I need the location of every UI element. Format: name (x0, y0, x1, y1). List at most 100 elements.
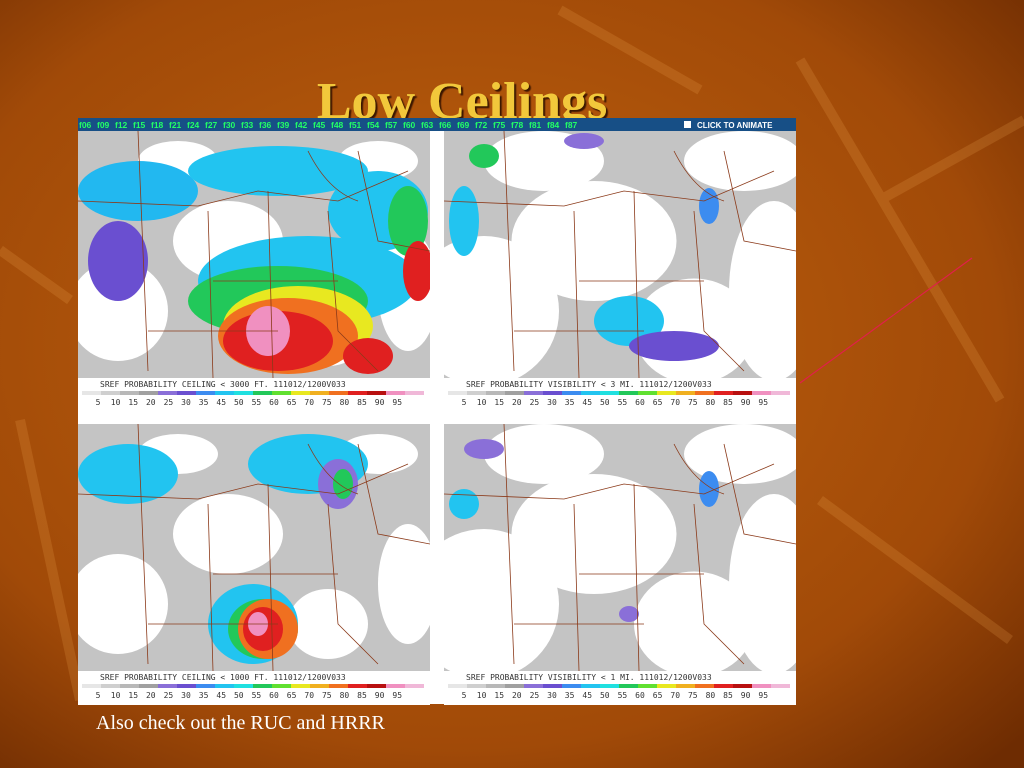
legend-swatch (177, 391, 196, 395)
legend-swatch (101, 391, 120, 395)
legend-swatch (139, 684, 158, 688)
legend-swatch (234, 391, 253, 395)
probability-area (78, 161, 198, 221)
forecast-hour[interactable]: f36 (259, 120, 272, 130)
forecast-hour[interactable]: f12 (115, 120, 128, 130)
legend-label: 35 (565, 691, 575, 700)
forecast-hour[interactable]: f81 (529, 120, 542, 130)
legend-label: 85 (357, 691, 367, 700)
clear-area (288, 589, 368, 659)
clear-area (684, 424, 796, 484)
forecast-hour[interactable]: f06 (79, 120, 92, 130)
panel-caption: SREF PROBABILITY VISIBILITY < 3 MI. 1110… (466, 380, 712, 389)
legend-label: 25 (164, 398, 174, 407)
legend-swatch (505, 684, 524, 688)
forecast-hour[interactable]: f48 (331, 120, 344, 130)
legend-swatch (215, 391, 234, 395)
legend-swatch (562, 391, 581, 395)
legend-swatch (253, 391, 272, 395)
animate-checkbox[interactable] (684, 121, 691, 128)
forecast-hour[interactable]: f27 (205, 120, 218, 130)
forecast-hour[interactable]: f24 (187, 120, 200, 130)
legend-swatch (676, 684, 695, 688)
legend-label: 5 (462, 398, 467, 407)
legend-swatch (600, 391, 619, 395)
legend-label: 65 (653, 398, 663, 407)
panel-caption: SREF PROBABILITY CEILING < 1000 FT. 1110… (100, 673, 346, 682)
legend-swatch (771, 684, 790, 688)
legend-swatch (638, 391, 657, 395)
forecast-hour[interactable]: f60 (403, 120, 416, 130)
forecast-hour[interactable]: f63 (421, 120, 434, 130)
animate-label[interactable]: CLICK TO ANIMATE (697, 121, 773, 130)
probability-area (88, 221, 148, 301)
legend-swatch (676, 391, 695, 395)
legend-label: 65 (653, 691, 663, 700)
legend-label: 15 (494, 398, 504, 407)
legend-swatch (215, 684, 234, 688)
legend-label: 50 (234, 691, 244, 700)
legend-swatch (733, 684, 752, 688)
map-panel: SREF PROBABILITY CEILING < 3000 FT. 1110… (78, 131, 430, 412)
forecast-hour[interactable]: f84 (547, 120, 560, 130)
legend-swatch (581, 391, 600, 395)
forecast-hour[interactable]: f39 (277, 120, 290, 130)
forecast-hour[interactable]: f75 (493, 120, 506, 130)
forecast-hour[interactable]: f15 (133, 120, 146, 130)
legend-swatch (448, 391, 467, 395)
legend-label: 20 (146, 398, 156, 407)
legend-label: 95 (758, 398, 768, 407)
legend-label: 60 (269, 398, 279, 407)
forecast-hour[interactable]: f54 (367, 120, 380, 130)
forecast-hour[interactable]: f78 (511, 120, 524, 130)
legend-swatch (82, 391, 101, 395)
legend-swatch (272, 684, 291, 688)
decor (0, 5, 1024, 702)
clear-area (78, 554, 168, 654)
probability-area (333, 469, 353, 499)
forecast-hour[interactable]: f66 (439, 120, 452, 130)
legend-label: 55 (618, 691, 628, 700)
forecast-hour[interactable]: f42 (295, 120, 308, 130)
forecast-hour[interactable]: f33 (241, 120, 254, 130)
legend-swatch (139, 391, 158, 395)
clear-area (378, 524, 430, 644)
legend-swatch (291, 391, 310, 395)
forecast-hour[interactable]: f09 (97, 120, 110, 130)
forecast-hour[interactable]: f21 (169, 120, 182, 130)
legend-label: 35 (199, 398, 209, 407)
forecast-hour[interactable]: f69 (457, 120, 470, 130)
legend-swatch (695, 391, 714, 395)
panel-caption: SREF PROBABILITY VISIBILITY < 1 MI. 1110… (466, 673, 712, 682)
forecast-hour[interactable]: f45 (313, 120, 326, 130)
legend-swatch (467, 391, 486, 395)
legend-swatch (657, 684, 676, 688)
legend-swatch (234, 684, 253, 688)
forecast-hour[interactable]: f87 (565, 120, 578, 130)
map-panel: SREF PROBABILITY VISIBILITY < 3 MI. 1110… (444, 131, 796, 412)
legend-swatch (120, 684, 139, 688)
forecast-hour[interactable]: f51 (349, 120, 362, 130)
legend-label: 10 (477, 691, 487, 700)
legend-swatch (486, 684, 505, 688)
forecast-hour[interactable]: f72 (475, 120, 488, 130)
legend-swatch (196, 684, 215, 688)
forecast-hour[interactable]: f30 (223, 120, 236, 130)
forecast-hour[interactable]: f57 (385, 120, 398, 130)
legend-label: 30 (181, 398, 191, 407)
legend-label: 45 (216, 691, 226, 700)
legend-label: 70 (670, 691, 680, 700)
legend-label: 90 (375, 691, 385, 700)
legend-label: 5 (96, 398, 101, 407)
state-lines (444, 131, 796, 378)
legend-label: 25 (530, 398, 540, 407)
legend-label: 70 (304, 398, 314, 407)
forecast-hour[interactable]: f18 (151, 120, 164, 130)
state-lines (444, 424, 796, 671)
probability-area (564, 133, 604, 149)
legend-label: 65 (287, 398, 297, 407)
legend-swatch (524, 684, 543, 688)
state-lines (78, 131, 430, 378)
legend-label: 15 (128, 398, 138, 407)
legend-label: 80 (706, 691, 716, 700)
